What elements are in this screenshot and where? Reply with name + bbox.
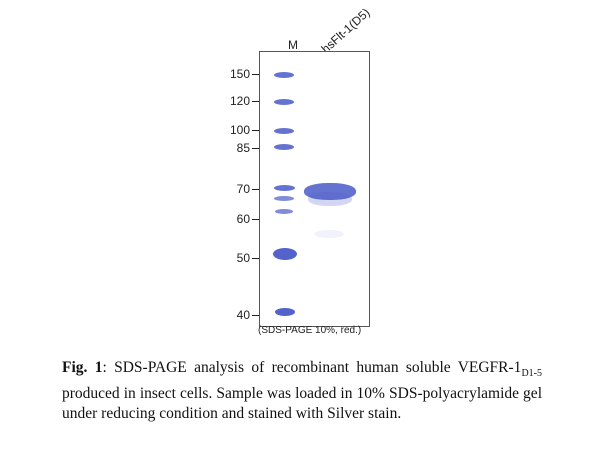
mw-label-120: 120 (229, 94, 250, 108)
mw-label-70: 70 (236, 182, 250, 196)
mw-tick-100 (252, 130, 260, 131)
mw-label-50: 50 (236, 251, 250, 265)
fig-label: Fig. 1 (62, 359, 103, 376)
marker-band-60a (274, 196, 294, 201)
mw-tick-50 (252, 258, 260, 259)
caption-text-1: : SDS-PAGE analysis of recombinant human… (102, 359, 522, 376)
lane-label-marker: M (288, 38, 298, 52)
mw-tick-40 (252, 315, 260, 316)
mw-label-150: 150 (229, 67, 250, 81)
mw-tick-60 (252, 219, 260, 220)
sample-band-smear (308, 192, 352, 206)
mw-tick-85 (252, 148, 260, 149)
gel-note: (SDS-PAGE 10%, red.) (258, 325, 362, 336)
mw-tick-70 (252, 189, 260, 190)
sample-band-faint (314, 230, 344, 238)
marker-band-100 (274, 128, 294, 134)
mw-label-40: 40 (236, 308, 250, 322)
marker-band-85 (274, 144, 294, 150)
marker-band-120 (274, 99, 294, 105)
figure-caption: Fig. 1: SDS-PAGE analysis of recombinant… (62, 358, 542, 424)
marker-band-50 (273, 248, 297, 260)
lane-label-sample: hsFlt-1(D5) (318, 5, 373, 57)
marker-band-70 (274, 185, 295, 191)
mw-label-60: 60 (236, 212, 250, 226)
caption-subscript: D1-5 (521, 368, 542, 380)
mw-tick-120 (252, 101, 260, 102)
marker-band-60b (275, 209, 293, 214)
caption-text-2: produced in insect cells. Sample was loa… (62, 385, 542, 423)
mw-tick-150 (252, 74, 260, 75)
sample-band-main (304, 183, 356, 200)
mw-label-100: 100 (229, 123, 250, 137)
marker-band-40 (275, 308, 295, 316)
gel-image (259, 51, 370, 327)
mw-label-85: 85 (236, 141, 250, 155)
marker-band-150 (274, 72, 294, 78)
